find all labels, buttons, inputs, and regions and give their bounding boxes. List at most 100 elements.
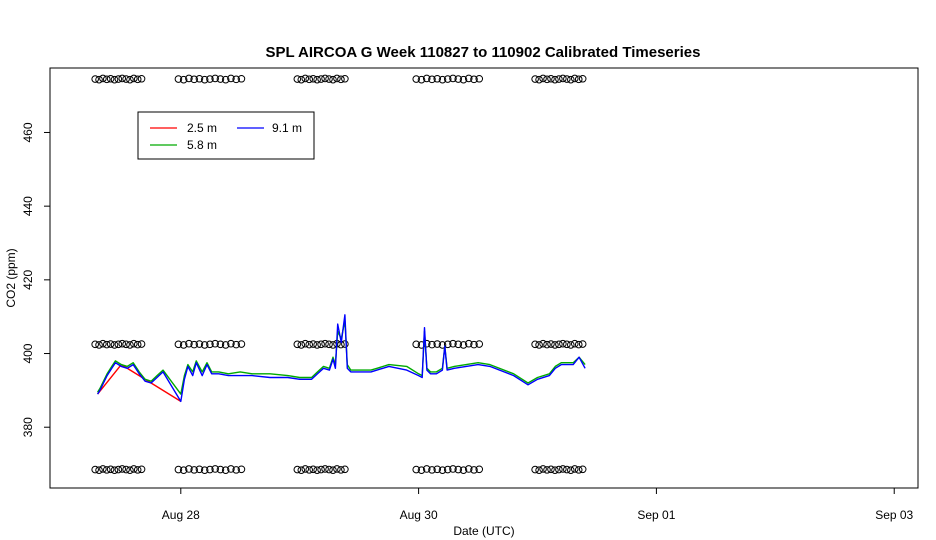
calibration-point [531,75,539,83]
calibration-point [102,340,111,349]
calibration-point [106,340,115,348]
y-axis-label: CO2 (ppm) [4,248,18,307]
calibration-point [563,465,571,474]
calibration-point [293,340,302,349]
calibration-point [185,74,193,83]
calibration-point [547,340,555,348]
y-tick-label: 440 [21,196,35,216]
calibration-point [454,75,463,83]
calibration-point [578,465,587,474]
calibration-point [317,465,325,474]
calibration-point [309,340,317,348]
calibration-point [114,75,123,83]
calibration-point [232,466,240,474]
calibration-point [232,75,240,84]
series-line-5-8-m [97,319,586,395]
calibration-point [574,75,583,84]
calibration-point [574,340,583,349]
calibration-point [438,75,447,84]
calibration-point [341,74,349,83]
calibration-point [559,465,567,473]
series-line-2-5-m [97,363,182,402]
calibration-point [464,339,473,348]
calibration-point [122,75,130,83]
calibration-point [543,75,551,84]
calibration-point [470,75,478,84]
y-axis: 380 400 420 440 460 [21,122,50,437]
calibration-point [449,465,457,473]
calibration-point [464,465,473,473]
calibration-point [313,75,321,84]
calibration-point [297,341,306,349]
legend: 2.5 m 5.8 m 9.1 m [137,111,315,160]
calibration-point [567,75,575,84]
calibration-point [179,341,188,349]
calibration-point [531,340,539,349]
calibration-point [126,466,134,474]
calibration-point [329,75,337,84]
calibration-point [185,465,193,473]
calibration-point [428,75,436,84]
calibration-point [297,466,306,474]
calibration-point [293,75,302,83]
calibration-point [417,75,426,84]
calibration-point [179,75,188,84]
calibration-point [433,465,442,474]
calibration-point [137,74,146,83]
calibration-point [464,74,473,83]
calibration-point [110,75,119,84]
calibration-point [216,340,225,349]
calibration-point [578,74,587,83]
calibration-point [428,340,436,349]
calibration-point [325,75,333,83]
x-axis: Aug 28 Aug 30 Sep 01 Sep 03 [162,488,914,522]
calibration-point [206,75,214,83]
calibration-point [118,339,127,348]
calibration-point [333,465,341,473]
calibration-point [412,465,421,474]
calibration-point [190,340,198,349]
calibration-point [95,341,103,349]
calibration-point [555,340,563,349]
calibration-point [133,75,142,84]
calibration-point [329,341,337,349]
calibration-point [543,340,551,349]
calibration-point [174,465,183,474]
calibration-point [321,339,329,348]
x-tick-label: Aug 28 [162,508,200,522]
calibration-point [301,339,310,348]
legend-label-2-5-m: 2.5 m [187,121,217,135]
calibration-point [551,341,559,349]
calibration-point [412,340,421,349]
calibration-point [130,465,138,473]
calibration-point [325,465,333,474]
calibration-point [174,75,183,83]
calibration-point [106,465,115,474]
calibration-point [305,75,314,84]
calibration-point [337,75,345,84]
calibration-point [551,466,559,474]
calibration-point [237,74,246,83]
calibration-point [321,465,329,473]
calibration-point [433,340,442,348]
calibration-point [438,341,447,349]
calibration-point [221,341,230,349]
calibration-point [547,465,555,474]
calibration-point [539,339,547,348]
calibration-point [535,466,543,474]
calibration-point [227,74,235,83]
calibration-point [305,340,314,349]
calibration-point [227,465,235,473]
x-tick-label: Sep 03 [875,508,913,522]
y-tick-label: 380 [21,417,35,437]
calibration-point [102,75,111,84]
calibration-point [443,75,452,83]
calibration-point [91,340,99,349]
plot-area-frame [49,67,919,489]
calibration-point [118,465,127,473]
calibration-point [95,75,103,84]
calibration-point [221,75,230,84]
calibration-point [206,340,214,349]
calibration-point [195,465,204,474]
calibration-point [438,466,447,474]
